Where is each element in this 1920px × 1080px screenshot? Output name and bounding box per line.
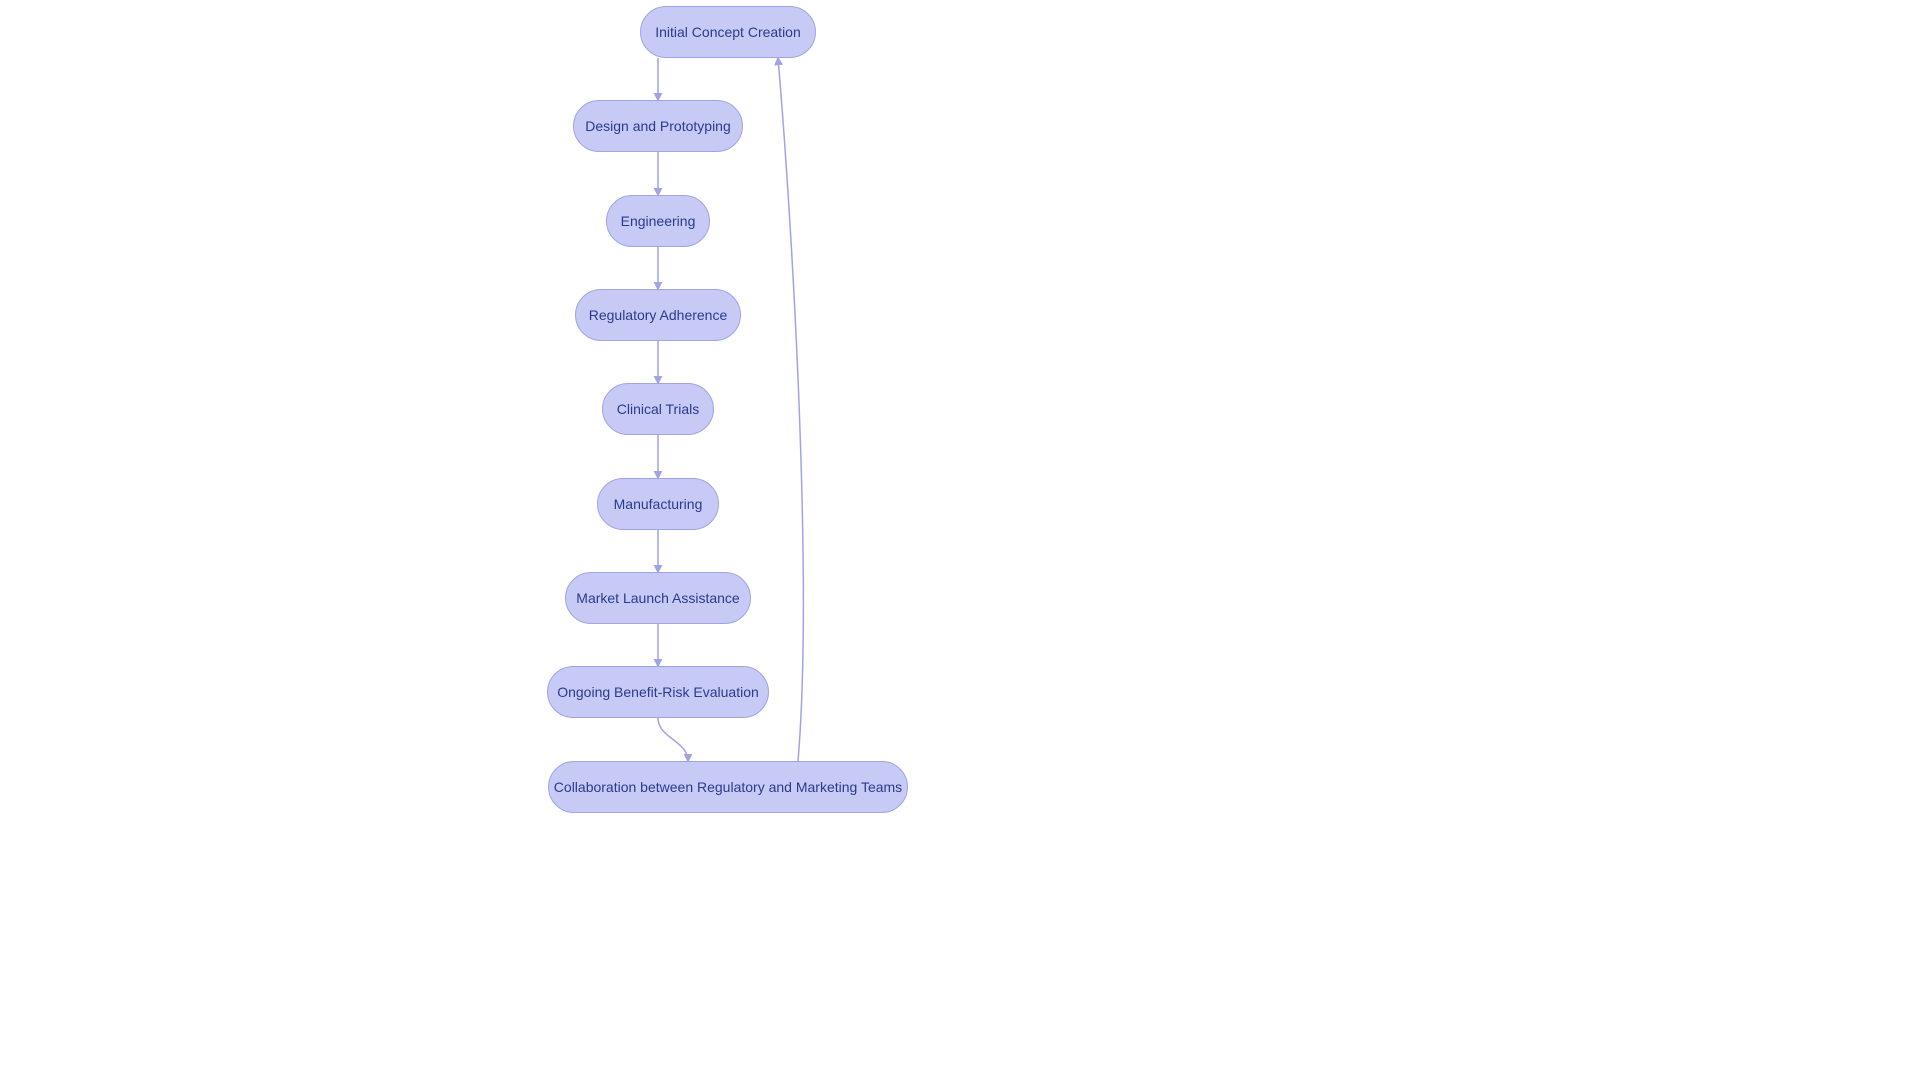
node-label: Engineering <box>621 213 696 229</box>
flowchart-edge <box>658 718 688 761</box>
node-label: Design and Prototyping <box>585 118 731 134</box>
flowchart-node: Ongoing Benefit-Risk Evaluation <box>547 666 769 718</box>
flowchart-canvas: Initial Concept Creation Design and Proto… <box>0 0 1920 1080</box>
flowchart-node: Manufacturing <box>597 478 719 530</box>
flowchart-node: Initial Concept Creation <box>640 6 816 58</box>
node-label: Market Launch Assistance <box>576 590 739 606</box>
flowchart-node: Collaboration between Regulatory and Mar… <box>548 761 908 813</box>
node-label: Collaboration between Regulatory and Mar… <box>554 779 902 795</box>
edge-layer <box>0 0 1920 1080</box>
flowchart-node: Market Launch Assistance <box>565 572 751 624</box>
node-label: Manufacturing <box>614 496 703 512</box>
node-label: Ongoing Benefit-Risk Evaluation <box>557 684 759 700</box>
flowchart-node: Engineering <box>606 195 710 247</box>
node-label: Regulatory Adherence <box>589 307 728 323</box>
node-label: Clinical Trials <box>617 401 699 417</box>
flowchart-node: Regulatory Adherence <box>575 289 741 341</box>
flowchart-edge <box>778 58 803 761</box>
flowchart-node: Clinical Trials <box>602 383 714 435</box>
flowchart-node: Design and Prototyping <box>573 100 743 152</box>
node-label: Initial Concept Creation <box>655 24 801 40</box>
